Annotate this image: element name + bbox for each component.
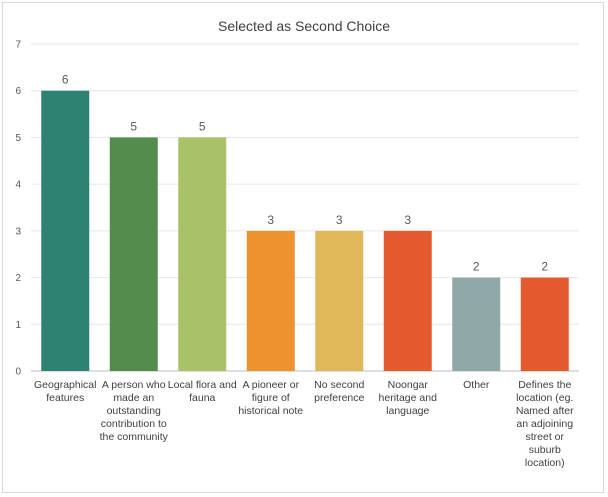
x-tick-label: A person who made an outstanding contrib… [99, 379, 169, 444]
bar [110, 137, 158, 371]
x-tick-label: A pioneer or figure of historical note [236, 379, 306, 418]
data-label: 3 [267, 213, 274, 227]
x-tick-label: Local flora and fauna [167, 379, 237, 405]
bar [178, 137, 226, 371]
bar [452, 278, 500, 371]
data-label: 2 [473, 260, 480, 274]
x-tick-label: Other [441, 379, 511, 392]
data-label: 6 [62, 73, 69, 87]
y-tick-label: 0 [15, 367, 21, 378]
data-label: 3 [404, 213, 411, 227]
y-tick-label: 3 [15, 226, 21, 237]
x-tick-label: Defines the location (eg. Named after an… [510, 379, 580, 470]
y-tick-label: 6 [15, 86, 21, 97]
data-label: 2 [541, 260, 548, 274]
bar [315, 231, 363, 371]
x-tick-label: Geographical features [30, 379, 100, 405]
data-label: 3 [336, 213, 343, 227]
y-tick-label: 5 [15, 133, 21, 144]
y-tick-label: 7 [15, 40, 21, 51]
y-tick-label: 4 [15, 180, 21, 191]
bar [247, 231, 295, 371]
bar [521, 278, 569, 371]
x-tick-label: No second preference [304, 379, 374, 405]
data-label: 5 [199, 119, 206, 133]
y-tick-label: 2 [15, 273, 21, 284]
x-tick-label: Noongar heritage and language [373, 379, 443, 418]
bar [41, 91, 89, 371]
y-tick-label: 1 [15, 320, 21, 331]
data-label: 5 [130, 119, 137, 133]
bar [384, 231, 432, 371]
